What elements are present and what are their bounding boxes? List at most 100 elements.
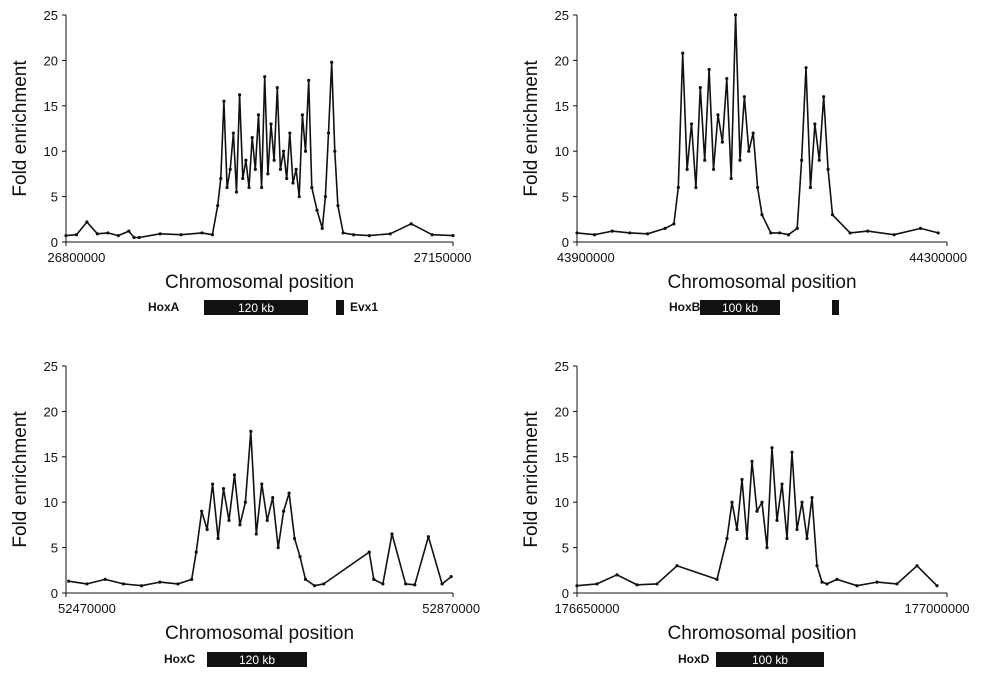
data-point (813, 122, 817, 126)
scale-bar-label: 100 kb (722, 301, 758, 315)
y-tick-label: 0 (51, 586, 58, 601)
data-point (715, 577, 719, 581)
data-point (765, 546, 769, 550)
data-point (352, 233, 356, 237)
data-point (227, 518, 231, 522)
data-point (655, 582, 659, 586)
data-point (698, 86, 702, 90)
y-tick-label: 10 (44, 495, 58, 510)
y-tick-label: 5 (51, 541, 58, 556)
data-point (675, 564, 679, 568)
data-point (282, 509, 286, 513)
scale-bar-label: 120 kb (239, 653, 275, 667)
data-point (780, 482, 784, 486)
series-line (65, 61, 454, 239)
data-point (681, 51, 685, 55)
data-point (64, 234, 68, 238)
data-point (263, 75, 267, 79)
x-axis-label: Chromosomal position (667, 272, 856, 293)
data-point (323, 195, 327, 199)
data-point (315, 208, 319, 212)
x-tick-label: 52870000 (422, 601, 480, 616)
data-point (260, 482, 264, 486)
data-point (254, 532, 258, 536)
data-point (121, 582, 125, 586)
y-tick-label: 15 (555, 450, 569, 465)
x-tick-label: 176650000 (554, 601, 619, 616)
x-axis-label: Chromosomal position (165, 623, 354, 644)
data-point (711, 167, 716, 171)
data-point (158, 580, 162, 584)
gene-scale-bar (716, 652, 824, 667)
data-point (200, 231, 204, 235)
series-line (576, 14, 939, 236)
data-point (751, 131, 755, 135)
data-point (336, 204, 340, 208)
data-point (635, 583, 639, 587)
data-point (790, 450, 794, 454)
data-point (694, 185, 698, 190)
data-point (176, 582, 180, 586)
data-point (281, 149, 286, 153)
data-point (740, 477, 744, 482)
data-point (200, 509, 204, 513)
data-point (190, 577, 194, 581)
y-tick-label: 10 (555, 495, 569, 510)
data-point (733, 13, 738, 17)
scale-bar-label: 100 kb (752, 653, 788, 667)
data-point (231, 131, 235, 135)
data-point (745, 536, 749, 541)
data-point (216, 204, 220, 208)
data-point (615, 573, 619, 577)
data-point (244, 158, 248, 162)
data-point (703, 158, 707, 162)
data-point (426, 535, 431, 539)
data-point (372, 577, 376, 581)
data-point (259, 185, 264, 190)
data-point (341, 231, 345, 235)
x-tick-label: 26800000 (48, 250, 106, 265)
data-point (367, 550, 371, 554)
data-point (238, 523, 242, 527)
x-axis-label: Chromosomal position (667, 623, 856, 644)
data-point (892, 233, 896, 237)
data-point (575, 584, 579, 588)
gene-scale-bar (207, 652, 307, 667)
data-point (935, 584, 939, 588)
data-point (228, 167, 232, 171)
data-point (285, 176, 289, 181)
y-tick-label: 25 (555, 8, 569, 23)
data-point (127, 229, 131, 233)
data-point (291, 181, 295, 185)
data-point (388, 232, 392, 236)
data-point (742, 95, 746, 99)
data-point (106, 231, 110, 235)
data-point (835, 577, 839, 581)
data-point (848, 231, 852, 235)
data-point (720, 140, 724, 144)
data-point (320, 226, 324, 230)
x-tick-label: 44300000 (909, 250, 967, 265)
data-point (750, 459, 754, 463)
data-point (826, 167, 830, 171)
data-point (271, 496, 275, 500)
data-point (194, 550, 198, 554)
data-point (219, 176, 223, 181)
data-point (805, 536, 809, 541)
data-point (221, 486, 226, 491)
data-point (298, 555, 302, 559)
data-point (297, 195, 301, 199)
y-tick-label: 0 (51, 235, 58, 250)
data-point (205, 527, 209, 532)
data-point (333, 149, 337, 153)
y-tick-label: 20 (44, 53, 58, 68)
data-point (238, 93, 242, 97)
data-point (265, 518, 269, 522)
data-point (855, 584, 859, 588)
gene-marker-box (832, 300, 839, 315)
data-point (210, 233, 215, 237)
y-tick-label: 5 (562, 190, 569, 205)
data-point (760, 213, 764, 217)
